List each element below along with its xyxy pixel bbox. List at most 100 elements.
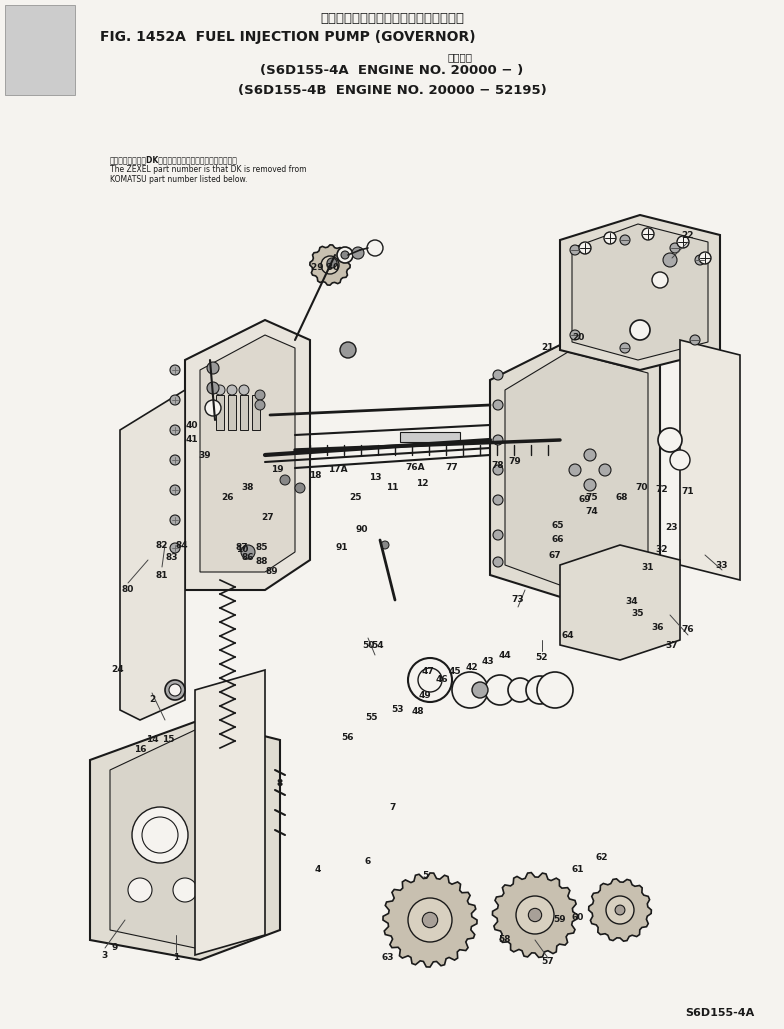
Text: 9: 9 [112, 944, 118, 953]
Circle shape [337, 247, 353, 263]
Circle shape [630, 320, 650, 340]
Text: 8: 8 [277, 780, 283, 788]
Text: 適用号機: 適用号機 [448, 52, 473, 62]
Circle shape [677, 236, 689, 248]
Circle shape [528, 909, 542, 922]
Circle shape [526, 676, 554, 704]
Text: 5: 5 [422, 871, 428, 880]
Text: 3: 3 [102, 951, 108, 959]
Text: 15: 15 [162, 736, 174, 745]
Circle shape [599, 464, 611, 476]
Circle shape [170, 485, 180, 495]
Text: 83: 83 [165, 554, 178, 563]
Text: 10: 10 [236, 545, 249, 555]
Text: 69: 69 [579, 496, 591, 504]
Bar [228, 395, 236, 430]
Polygon shape [492, 873, 578, 957]
Text: 16: 16 [134, 745, 147, 754]
Circle shape [537, 672, 573, 708]
Circle shape [472, 682, 488, 698]
Circle shape [516, 896, 554, 934]
Polygon shape [589, 879, 652, 942]
Text: 82: 82 [156, 540, 169, 549]
Text: 65: 65 [552, 521, 564, 530]
Circle shape [255, 390, 265, 400]
Circle shape [321, 256, 339, 274]
Circle shape [493, 557, 503, 567]
Text: 14: 14 [146, 736, 158, 745]
Circle shape [604, 232, 616, 244]
Text: 41: 41 [186, 435, 198, 445]
Circle shape [620, 235, 630, 245]
Text: 88: 88 [256, 558, 268, 567]
Circle shape [165, 680, 185, 700]
Polygon shape [572, 224, 708, 360]
Circle shape [699, 252, 711, 264]
Text: 29 30: 29 30 [311, 263, 339, 273]
Text: 86: 86 [241, 554, 254, 563]
Text: 64: 64 [561, 631, 575, 639]
Text: 58: 58 [499, 935, 511, 945]
Text: 11: 11 [386, 484, 398, 493]
Polygon shape [110, 730, 260, 948]
Polygon shape [310, 245, 350, 285]
Text: 68: 68 [615, 494, 628, 502]
Text: 55: 55 [366, 713, 378, 722]
Text: 42: 42 [466, 664, 478, 673]
Text: 45: 45 [448, 668, 461, 676]
Circle shape [670, 450, 690, 470]
Polygon shape [560, 215, 720, 370]
Text: 85: 85 [256, 543, 268, 553]
Text: 90: 90 [356, 526, 368, 534]
Text: 54: 54 [372, 640, 384, 649]
Circle shape [227, 385, 237, 395]
Text: 66: 66 [552, 535, 564, 544]
Circle shape [493, 400, 503, 410]
Text: 61: 61 [572, 865, 584, 875]
Circle shape [340, 342, 356, 358]
Circle shape [169, 684, 181, 696]
Circle shape [173, 878, 197, 902]
Circle shape [408, 898, 452, 942]
Text: S6D155-4A: S6D155-4A [686, 1008, 755, 1018]
Circle shape [508, 678, 532, 702]
Polygon shape [560, 545, 680, 660]
Circle shape [493, 530, 503, 540]
Text: 56: 56 [342, 734, 354, 743]
Circle shape [408, 658, 452, 702]
Text: (S6D155-4A  ENGINE NO. 20000 − ): (S6D155-4A ENGINE NO. 20000 − ) [260, 64, 524, 77]
Circle shape [170, 425, 180, 435]
Text: 49: 49 [419, 690, 431, 700]
Circle shape [170, 455, 180, 465]
Circle shape [663, 253, 677, 267]
Text: 87: 87 [236, 543, 249, 553]
Text: 17A: 17A [328, 465, 348, 474]
Text: 78: 78 [492, 461, 504, 469]
Circle shape [239, 385, 249, 395]
Bar [5, 5, 75, 95]
Circle shape [132, 807, 188, 863]
Text: 39: 39 [198, 451, 212, 460]
Bar [252, 395, 260, 430]
Circle shape [280, 475, 290, 485]
Text: 67: 67 [549, 551, 561, 560]
Circle shape [695, 255, 705, 265]
Circle shape [423, 913, 437, 928]
Circle shape [255, 400, 265, 410]
Circle shape [170, 365, 180, 375]
Circle shape [670, 243, 680, 253]
Circle shape [485, 675, 515, 705]
Text: 62: 62 [596, 853, 608, 862]
Circle shape [367, 240, 383, 256]
Circle shape [170, 395, 180, 405]
Polygon shape [505, 352, 648, 588]
Text: 80: 80 [122, 586, 134, 595]
Polygon shape [200, 335, 295, 572]
Text: 91: 91 [336, 543, 348, 553]
Circle shape [170, 543, 180, 553]
Text: 27: 27 [262, 513, 274, 523]
Text: 44: 44 [499, 650, 511, 660]
Text: KOMATSU part number listed below.: KOMATSU part number listed below. [110, 175, 248, 184]
Circle shape [142, 817, 178, 853]
Circle shape [327, 258, 337, 268]
